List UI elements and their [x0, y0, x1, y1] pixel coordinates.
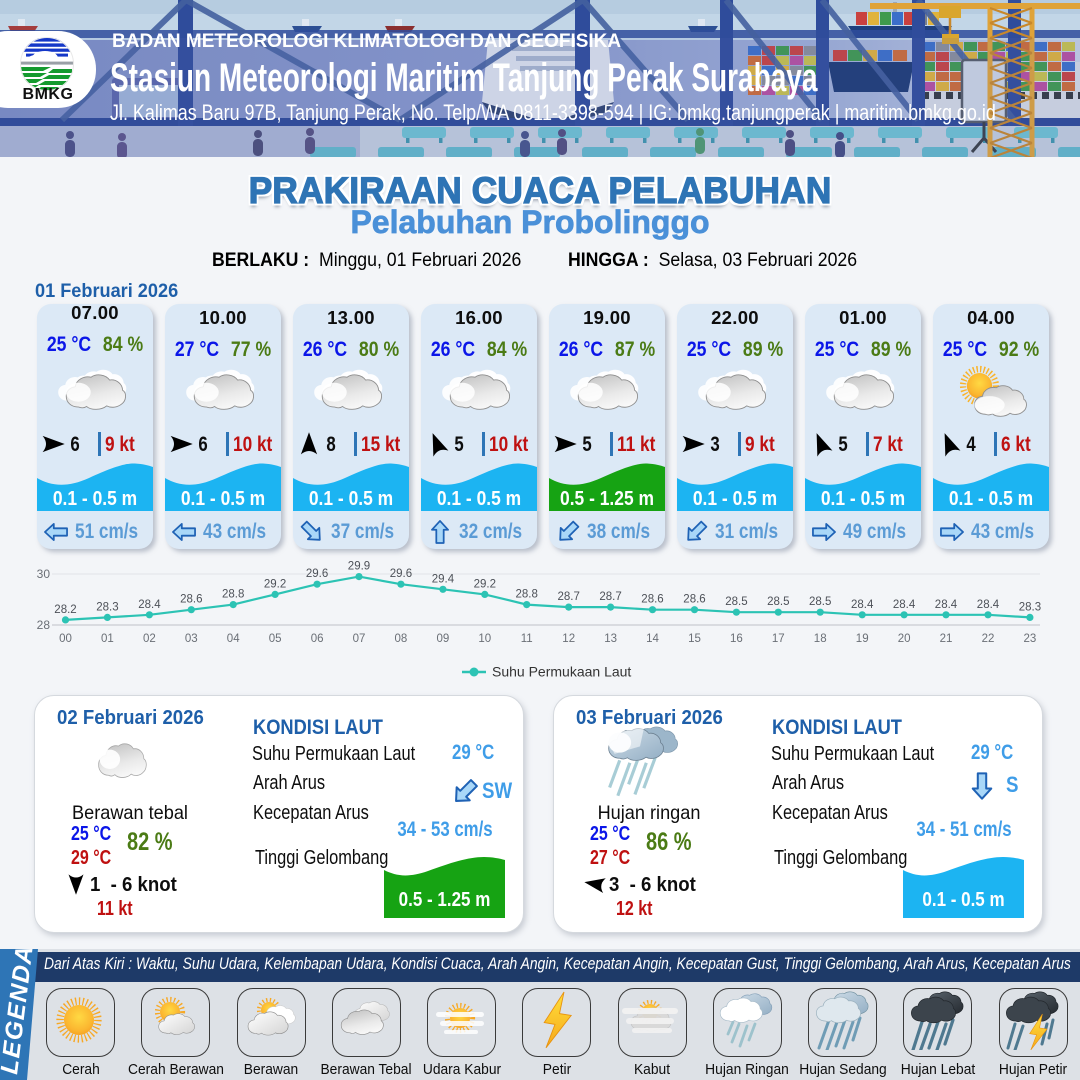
svg-text:20: 20	[898, 633, 911, 645]
svg-text:28.7: 28.7	[599, 591, 621, 603]
svg-text:28.3: 28.3	[96, 601, 118, 613]
svg-text:04: 04	[227, 633, 240, 645]
svg-text:06: 06	[311, 633, 324, 645]
svg-text:30: 30	[37, 567, 51, 581]
svg-text:09: 09	[437, 633, 450, 645]
svg-text:28.6: 28.6	[683, 594, 705, 606]
svg-text:01: 01	[101, 633, 114, 645]
svg-text:28.6: 28.6	[180, 594, 202, 606]
svg-text:29.4: 29.4	[432, 573, 455, 585]
svg-text:14: 14	[646, 633, 659, 645]
svg-text:29.9: 29.9	[348, 561, 370, 573]
svg-text:18: 18	[814, 633, 827, 645]
svg-text:10: 10	[478, 633, 491, 645]
svg-text:28.4: 28.4	[935, 599, 958, 611]
svg-text:02: 02	[143, 633, 156, 645]
svg-text:07: 07	[353, 633, 366, 645]
svg-text:28.5: 28.5	[725, 596, 747, 608]
svg-text:28.3: 28.3	[1019, 601, 1041, 613]
svg-text:11: 11	[521, 633, 533, 645]
svg-text:28.5: 28.5	[809, 596, 831, 608]
svg-text:28.4: 28.4	[851, 599, 874, 611]
svg-text:15: 15	[688, 633, 701, 645]
svg-text:21: 21	[940, 633, 953, 645]
svg-text:28.4: 28.4	[138, 599, 161, 611]
svg-text:29.2: 29.2	[474, 578, 496, 590]
svg-text:23: 23	[1024, 633, 1037, 645]
svg-text:03: 03	[185, 633, 198, 645]
svg-text:28.4: 28.4	[893, 599, 916, 611]
svg-text:00: 00	[59, 633, 72, 645]
svg-text:28.6: 28.6	[641, 594, 663, 606]
svg-text:28.2: 28.2	[54, 604, 76, 616]
svg-text:28.8: 28.8	[222, 589, 244, 601]
svg-text:13: 13	[604, 633, 617, 645]
svg-text:29.6: 29.6	[390, 568, 412, 580]
svg-text:28.8: 28.8	[516, 589, 538, 601]
svg-text:28.7: 28.7	[558, 591, 580, 603]
svg-text:28.4: 28.4	[977, 599, 1000, 611]
svg-text:05: 05	[269, 633, 282, 645]
svg-text:Suhu Permukaan Laut: Suhu Permukaan Laut	[492, 664, 631, 680]
svg-text:28: 28	[37, 618, 51, 632]
svg-text:12: 12	[562, 633, 575, 645]
svg-text:08: 08	[395, 633, 408, 645]
svg-text:22: 22	[982, 633, 995, 645]
svg-text:29.2: 29.2	[264, 578, 286, 590]
svg-text:16: 16	[730, 633, 743, 645]
svg-text:28.5: 28.5	[767, 596, 789, 608]
svg-text:19: 19	[856, 633, 869, 645]
svg-text:29.6: 29.6	[306, 568, 328, 580]
svg-text:17: 17	[772, 633, 785, 645]
